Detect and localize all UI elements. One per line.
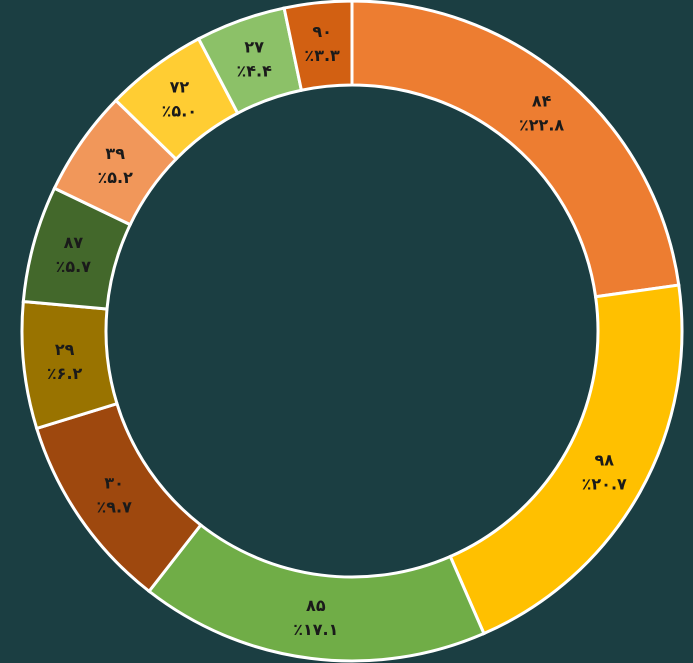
category-label: ۹۰ xyxy=(312,22,332,41)
category-label: ۸۴ xyxy=(532,91,552,110)
value-label: ٪۳.۳ xyxy=(304,46,340,65)
value-label: ٪۱۷.۱ xyxy=(293,620,338,639)
value-label: ٪۲۰.۷ xyxy=(582,475,627,494)
category-label: ۸۷ xyxy=(64,233,84,252)
donut-slice xyxy=(282,0,354,93)
value-label: ٪۶.۲ xyxy=(47,364,83,383)
donut-slice xyxy=(350,0,681,299)
category-label: ۳۹ xyxy=(105,144,125,163)
value-label: ٪۵.۰ xyxy=(162,102,197,121)
value-label: ٪۵.۷ xyxy=(56,257,92,276)
category-label: ۲۷ xyxy=(244,38,264,57)
category-label: ۳۰ xyxy=(104,474,124,493)
category-label: ۹۸ xyxy=(594,451,614,470)
value-label: ٪۹.۷ xyxy=(96,498,132,517)
value-label: ٪۲۲.۸ xyxy=(519,115,564,134)
category-label: ۲۹ xyxy=(55,340,75,359)
value-label: ٪۴.۴ xyxy=(237,62,273,81)
category-label: ۸۵ xyxy=(306,596,326,615)
category-label: ۷۲ xyxy=(170,78,190,97)
value-label: ٪۵.۲ xyxy=(98,168,134,187)
